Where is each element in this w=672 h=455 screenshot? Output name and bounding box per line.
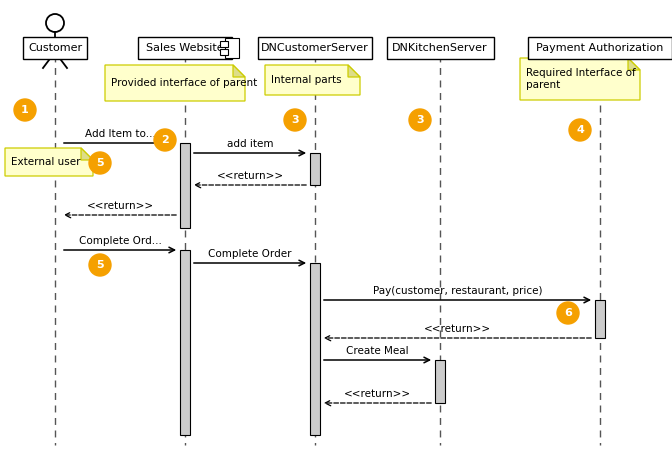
Polygon shape (348, 65, 360, 77)
Circle shape (154, 129, 176, 151)
Polygon shape (233, 65, 245, 77)
Text: Required Interface of
parent: Required Interface of parent (526, 68, 636, 90)
Text: Sales Website: Sales Website (146, 43, 224, 53)
Text: Internal parts: Internal parts (271, 75, 341, 85)
Text: 5: 5 (96, 158, 103, 168)
Text: Pay(customer, restaurant, price): Pay(customer, restaurant, price) (373, 286, 542, 296)
Text: 6: 6 (564, 308, 572, 318)
FancyBboxPatch shape (595, 300, 605, 338)
Circle shape (284, 109, 306, 131)
Polygon shape (5, 148, 93, 176)
Circle shape (409, 109, 431, 131)
Circle shape (14, 99, 36, 121)
Circle shape (89, 152, 111, 174)
Text: 5: 5 (96, 260, 103, 270)
Text: 2: 2 (161, 135, 169, 145)
Circle shape (569, 119, 591, 141)
Circle shape (557, 302, 579, 324)
FancyBboxPatch shape (180, 143, 190, 228)
Text: 1: 1 (21, 105, 29, 115)
Text: Provided interface of parent: Provided interface of parent (111, 78, 257, 88)
Text: 3: 3 (291, 115, 299, 125)
Text: 4: 4 (576, 125, 584, 135)
FancyBboxPatch shape (259, 37, 372, 59)
Text: <<return>>: <<return>> (424, 324, 491, 334)
Text: <<return>>: <<return>> (87, 201, 154, 211)
FancyBboxPatch shape (435, 360, 445, 403)
Text: DNKitchenServer: DNKitchenServer (392, 43, 488, 53)
Text: External user: External user (11, 157, 81, 167)
Text: Create Meal: Create Meal (346, 346, 409, 356)
Text: DNCustomerServer: DNCustomerServer (261, 43, 369, 53)
Text: Complete Ord...: Complete Ord... (79, 236, 161, 246)
Text: Complete Order: Complete Order (208, 249, 292, 259)
FancyBboxPatch shape (310, 153, 320, 185)
FancyBboxPatch shape (220, 49, 228, 55)
FancyBboxPatch shape (310, 263, 320, 435)
Polygon shape (520, 58, 640, 100)
Polygon shape (265, 65, 360, 95)
FancyBboxPatch shape (180, 250, 190, 435)
Text: add item: add item (226, 139, 274, 149)
Text: <<return>>: <<return>> (216, 171, 284, 181)
Polygon shape (105, 65, 245, 101)
Circle shape (89, 254, 111, 276)
Polygon shape (628, 58, 640, 70)
Text: Payment Authorization: Payment Authorization (536, 43, 664, 53)
FancyBboxPatch shape (138, 37, 233, 59)
Text: <<return>>: <<return>> (344, 389, 411, 399)
FancyBboxPatch shape (386, 37, 493, 59)
FancyBboxPatch shape (24, 37, 87, 59)
Text: Customer: Customer (28, 43, 82, 53)
Text: Add Item to...: Add Item to... (85, 129, 155, 139)
Text: 3: 3 (416, 115, 424, 125)
FancyBboxPatch shape (225, 38, 239, 58)
FancyBboxPatch shape (528, 37, 672, 59)
FancyBboxPatch shape (220, 41, 228, 47)
Polygon shape (81, 148, 93, 160)
